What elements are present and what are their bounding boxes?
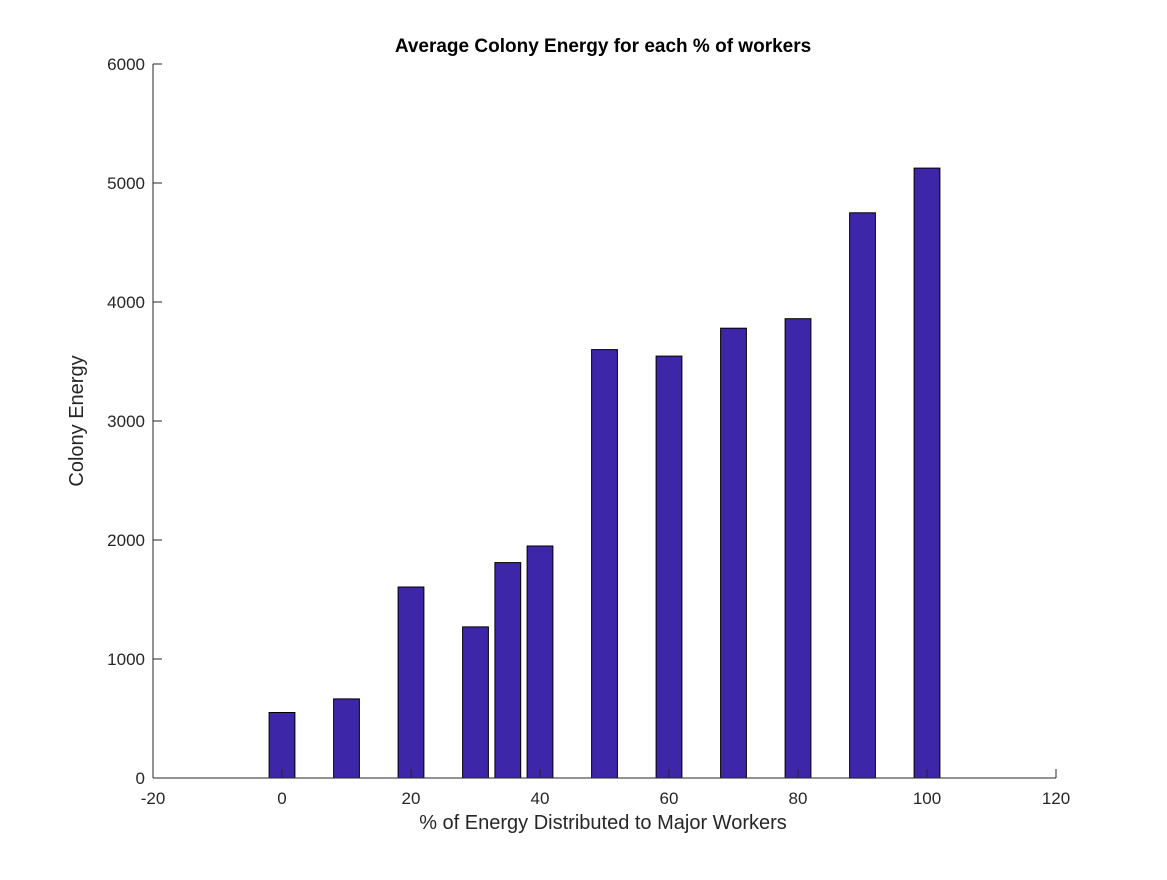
y-tick-label: 2000 (107, 531, 145, 550)
x-tick-label: 20 (402, 789, 421, 808)
bar-0 (268, 712, 296, 779)
bar-100 (913, 167, 941, 779)
bar-10 (333, 698, 360, 779)
x-tick-label: 80 (789, 789, 808, 808)
bar-70 (720, 327, 747, 779)
y-tick-label: 5000 (107, 174, 145, 193)
bar-20 (397, 586, 425, 779)
y-tick-label: 4000 (107, 293, 145, 312)
x-tick-label: 100 (913, 789, 941, 808)
x-tick-label: -20 (141, 789, 166, 808)
x-tick-label: 120 (1042, 789, 1070, 808)
x-tick-label: 0 (277, 789, 286, 808)
bars-group (268, 167, 941, 779)
y-tick-label: 6000 (107, 55, 145, 74)
y-tick-label: 0 (136, 769, 145, 788)
y-ticks-group: 0 1000 2000 3000 4000 5000 6000 (107, 55, 162, 788)
bar-40 (526, 545, 554, 779)
bar-30 (462, 626, 489, 779)
y-tick-label: 3000 (107, 412, 145, 431)
x-tick-label: 60 (660, 789, 679, 808)
bar-60 (655, 355, 683, 779)
bar-90 (849, 212, 876, 779)
x-tick-label: 40 (531, 789, 550, 808)
chart-title: Average Colony Energy for each % of work… (395, 36, 811, 57)
x-axis-label: % of Energy Distributed to Major Workers (419, 812, 787, 834)
bar-50 (591, 349, 618, 779)
bar-35 (494, 562, 522, 779)
y-axis-label: Colony Energy (66, 355, 88, 486)
y-tick-label: 1000 (107, 650, 145, 669)
x-ticks-group: -20 0 20 40 60 80 100 120 (141, 769, 1070, 808)
bar-80 (784, 318, 812, 779)
